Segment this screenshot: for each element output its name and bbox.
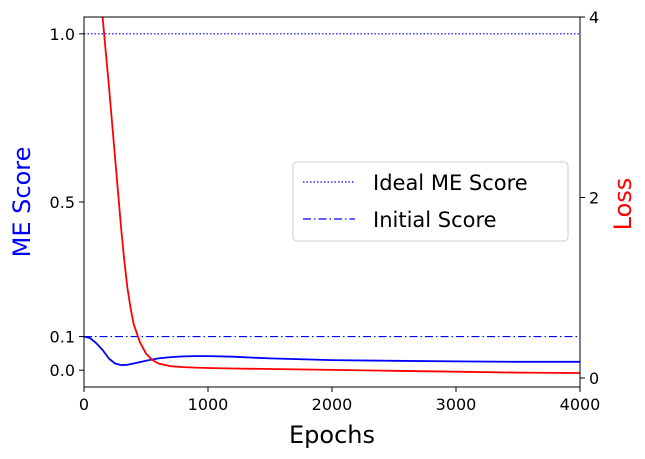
x-tick-label: 4000 bbox=[560, 395, 601, 414]
left-y-axis-label: ME Score bbox=[8, 147, 36, 258]
x-tick-label: 2000 bbox=[312, 395, 353, 414]
right-y-tick-label: 4 bbox=[589, 8, 599, 27]
legend: Ideal ME Score Initial Score bbox=[292, 161, 569, 242]
x-axis-label: Epochs bbox=[289, 421, 375, 449]
legend-label-initial: Initial Score bbox=[373, 208, 497, 232]
reference-lines bbox=[84, 33, 580, 338]
series-line-left bbox=[84, 335, 580, 367]
left-y-tick-label: 0.5 bbox=[50, 193, 75, 212]
series-group bbox=[84, 17, 580, 374]
ticks-group: 0 1000 2000 3000 4000 0.0 0.1 0.5 1.0 0 2 4 bbox=[50, 8, 601, 414]
x-tick-label: 0 bbox=[79, 395, 89, 414]
series-line-right bbox=[101, 17, 580, 374]
legend-label-ideal: Ideal ME Score bbox=[373, 171, 528, 195]
legend-frame bbox=[292, 161, 569, 242]
right-y-tick-label: 0 bbox=[589, 369, 599, 388]
right-y-tick-label: 2 bbox=[589, 188, 599, 207]
left-y-tick-label: 0.1 bbox=[50, 328, 75, 347]
x-tick-label: 1000 bbox=[188, 395, 229, 414]
right-y-axis-label: Loss bbox=[609, 178, 637, 231]
left-y-tick-label: 1.0 bbox=[50, 25, 75, 44]
left-y-tick-label: 0.0 bbox=[50, 361, 75, 380]
x-tick-label: 3000 bbox=[436, 395, 477, 414]
